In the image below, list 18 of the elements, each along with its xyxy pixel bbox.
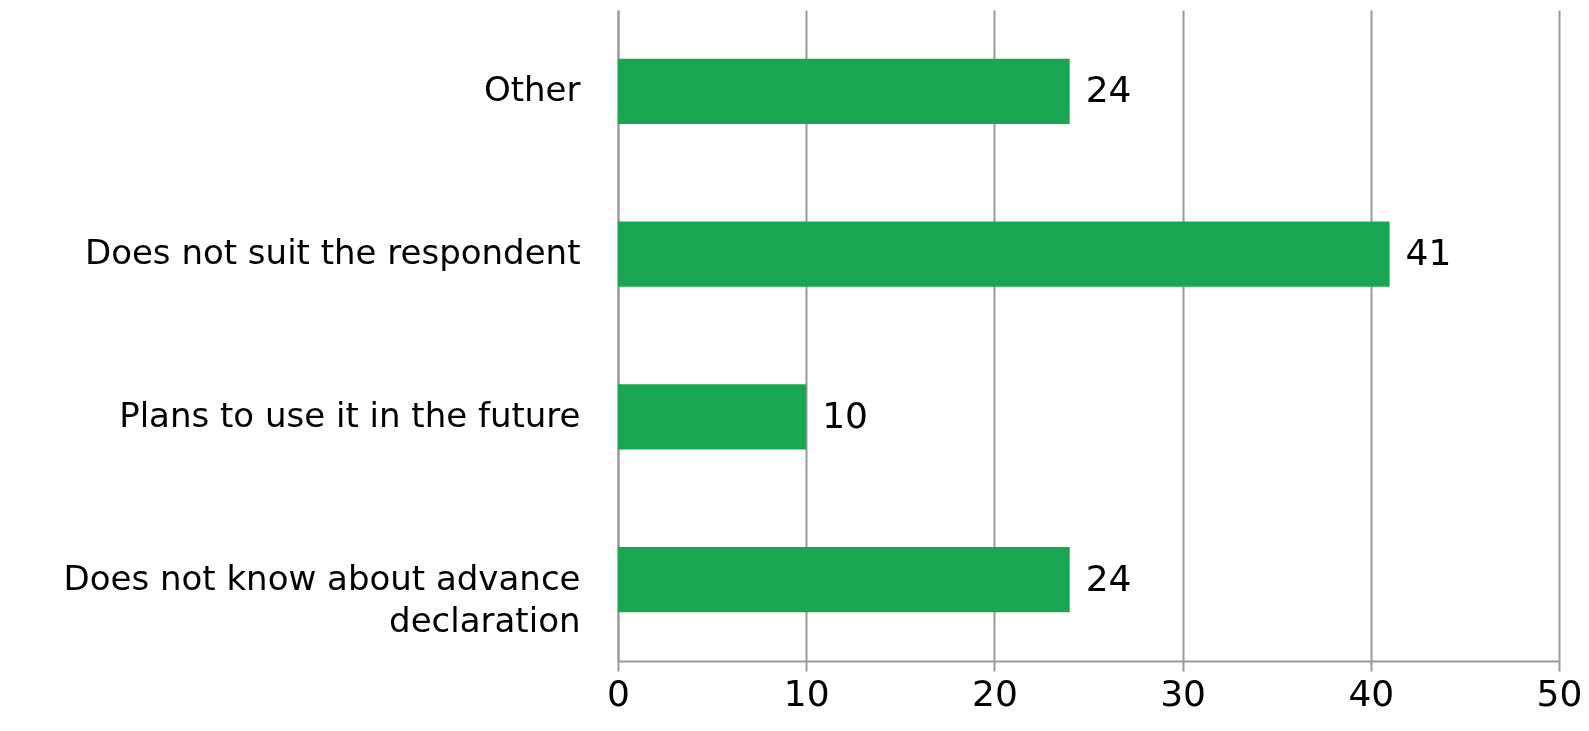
y-tick-label: Does not suit the respondent — [84, 232, 581, 273]
x-tick-label: 0 — [607, 672, 630, 714]
x-tick-label: 50 — [1536, 672, 1583, 714]
x-tick-label: 20 — [971, 672, 1018, 714]
y-tick-label: Does not know about advance declaration — [63, 557, 581, 640]
bar — [618, 58, 1070, 124]
data-label: 24 — [1085, 557, 1132, 599]
x-tick-label: 10 — [783, 672, 830, 714]
bar — [618, 384, 807, 450]
y-tick-label: Plans to use it in the future — [119, 394, 581, 435]
data-label: 41 — [1405, 232, 1452, 274]
data-label: 24 — [1085, 69, 1132, 111]
x-tick-label: 30 — [1160, 672, 1207, 714]
bar — [618, 221, 1390, 287]
bar — [618, 547, 1070, 613]
y-tick-label: Other — [483, 69, 581, 110]
data-label: 10 — [822, 394, 869, 436]
x-tick-label: 40 — [1348, 672, 1395, 714]
